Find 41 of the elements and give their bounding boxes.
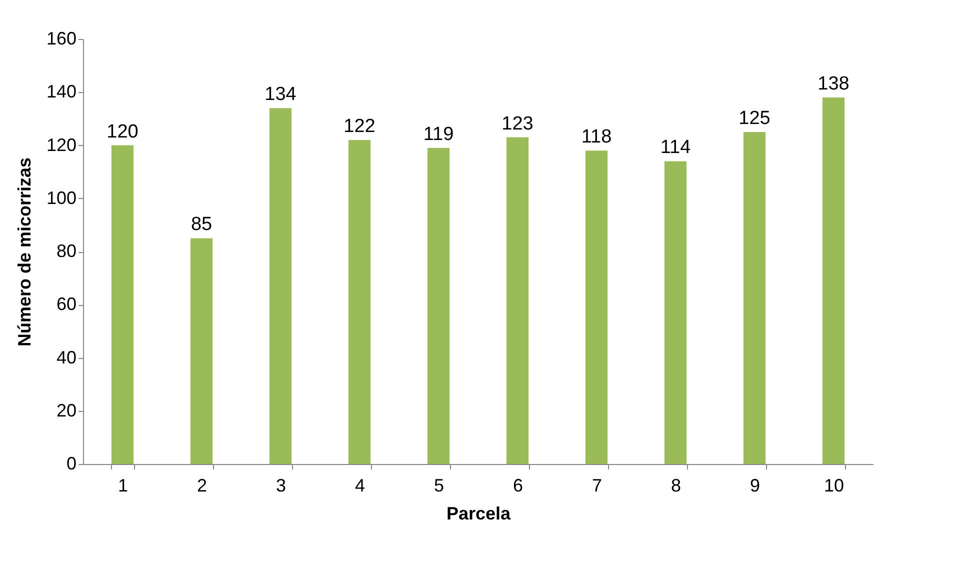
x-tick-label: 5 [434, 476, 444, 496]
bar [190, 238, 213, 464]
y-tick-label: 60 [56, 294, 76, 314]
data-label: 138 [818, 73, 850, 94]
y-tick-label: 80 [56, 241, 76, 261]
x-axis-title: Parcela [446, 504, 512, 524]
data-label: 118 [581, 126, 612, 148]
x-tick-label: 6 [512, 476, 524, 496]
x-tick-label: 3 [276, 476, 286, 496]
x-tick-label: 9 [750, 476, 760, 496]
data-label: 120 [106, 121, 138, 142]
bar [664, 161, 687, 464]
y-axis-title: Número de micorrizas [14, 157, 34, 347]
y-tick-label: 120 [46, 134, 76, 155]
data-label: 134 [264, 84, 297, 106]
bar [348, 140, 371, 464]
data-label: 123 [502, 113, 534, 134]
x-tick-label: 1 [118, 476, 128, 496]
data-label: 119 [423, 124, 454, 145]
bar [743, 132, 766, 464]
bar [506, 137, 529, 464]
x-tick-label: 10 [824, 476, 844, 496]
y-tick-label: 40 [56, 347, 76, 368]
data-label: 114 [660, 137, 692, 158]
bar [269, 108, 292, 464]
data-label: 125 [738, 108, 770, 129]
y-tick-label: 20 [56, 400, 76, 420]
x-tick-label: 7 [592, 476, 602, 496]
bar [585, 150, 608, 464]
y-tick-label: 0 [66, 454, 76, 474]
y-tick-label: 140 [46, 82, 76, 102]
data-label: 85 [190, 214, 212, 236]
x-tick-label: 4 [354, 476, 366, 496]
y-tick-label: 160 [46, 28, 76, 48]
y-tick-label: 100 [46, 188, 76, 208]
bar [427, 148, 450, 464]
bar [822, 97, 845, 464]
x-tick-label: 2 [196, 476, 208, 496]
bar [111, 145, 134, 464]
x-tick-label: 8 [670, 476, 682, 496]
data-label: 122 [344, 116, 376, 137]
